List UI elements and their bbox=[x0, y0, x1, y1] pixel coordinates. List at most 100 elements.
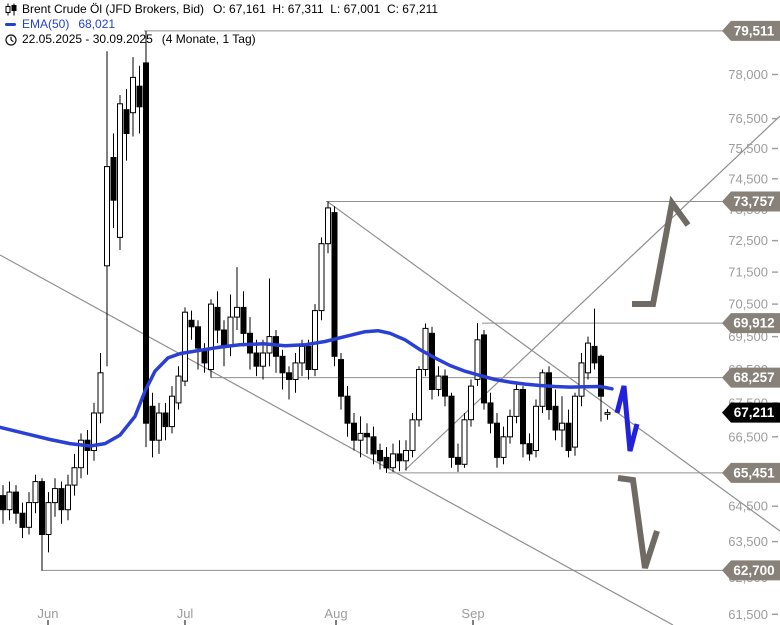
candle-04.06 bbox=[58, 481, 65, 524]
candle-body bbox=[565, 422, 572, 452]
candle-body bbox=[292, 362, 299, 380]
candle-22.08 bbox=[429, 326, 435, 400]
instrument-title: Brent Crude Öl (JFD Brokers, Bid) bbox=[22, 2, 205, 16]
candle-03.06 bbox=[52, 478, 58, 517]
month-label-Aug: Aug bbox=[324, 606, 347, 621]
candle-04.09 bbox=[487, 392, 494, 434]
month-label-Sep: Sep bbox=[461, 606, 484, 621]
price-tick-label: 63,500 bbox=[728, 534, 768, 549]
candle-09.07 bbox=[221, 320, 227, 367]
candle-body bbox=[604, 412, 611, 415]
level-tag-69,912[interactable]: 69,912 bbox=[722, 313, 780, 334]
candle-23.07 bbox=[286, 366, 292, 400]
price-tick-label: 71,500 bbox=[728, 265, 768, 280]
price-tags-layer[interactable]: 79,511 73,757 69,912 68,257 65,451 62,700 67,2… bbox=[722, 20, 780, 581]
candle-body bbox=[338, 359, 344, 397]
candle-24.06 bbox=[149, 392, 156, 458]
price-tag-value: 69,912 bbox=[733, 316, 774, 331]
candle-body bbox=[370, 436, 377, 455]
candle-19.09 bbox=[559, 396, 565, 448]
candle-body bbox=[325, 207, 331, 245]
candle-body bbox=[403, 450, 409, 462]
candle-15.09 bbox=[533, 399, 539, 458]
candle-body bbox=[214, 306, 221, 331]
price-tag-shape bbox=[722, 560, 780, 581]
candle-30.05 bbox=[39, 478, 45, 571]
candles-layer bbox=[0, 30, 611, 571]
candle-body bbox=[539, 372, 546, 407]
candle-11.06 bbox=[91, 402, 97, 461]
month-label-Jun: Jun bbox=[38, 606, 59, 621]
candle-body bbox=[409, 419, 416, 451]
candle-02.06 bbox=[45, 492, 52, 553]
price-tag-value: 65,451 bbox=[733, 465, 775, 480]
candle-07.07 bbox=[208, 299, 214, 378]
date-range-row: 22.05.2025 - 30.09.2025 (4 Monate, 1 Tag… bbox=[4, 32, 438, 47]
candle-body bbox=[390, 453, 396, 469]
blue-forecast-arrow[interactable] bbox=[614, 385, 640, 452]
candle-body bbox=[136, 85, 143, 108]
candle-15.08 bbox=[396, 440, 403, 472]
candle-body bbox=[526, 443, 533, 455]
level-tag-62,700[interactable]: 62,700 bbox=[722, 560, 780, 581]
candle-02.07 bbox=[188, 310, 195, 340]
gray-bearish-scenario-arrow[interactable] bbox=[617, 475, 660, 569]
price-tag-value: 73,757 bbox=[733, 194, 774, 209]
trendline-ascending-support[interactable] bbox=[404, 115, 780, 471]
candle-23.05 bbox=[6, 481, 13, 521]
candle-01.07 bbox=[182, 307, 188, 387]
candle-31.07 bbox=[325, 201, 331, 254]
candle-09.06 bbox=[78, 433, 84, 479]
candle-body bbox=[305, 345, 312, 370]
current-price-tag[interactable]: 67,211 bbox=[722, 402, 780, 423]
candle-body bbox=[572, 395, 578, 448]
candle-22.07 bbox=[279, 349, 286, 390]
candle-body bbox=[208, 303, 214, 371]
candle-08.09 bbox=[500, 426, 507, 465]
forecast-arrows-layer[interactable] bbox=[614, 195, 691, 569]
candle-21.07 bbox=[273, 330, 279, 373]
candle-body bbox=[182, 311, 188, 382]
candle-08.08 bbox=[364, 423, 370, 454]
candle-body bbox=[130, 76, 136, 114]
candle-body bbox=[156, 412, 162, 441]
candle-body bbox=[474, 339, 481, 380]
gray-bullish-scenario-arrow[interactable] bbox=[632, 195, 691, 307]
level-tag-73,757[interactable]: 73,757 bbox=[722, 191, 780, 212]
level-tag-79,511[interactable]: 79,511 bbox=[722, 20, 780, 41]
candle-03.09 bbox=[481, 330, 487, 410]
trendlines-layer[interactable] bbox=[0, 115, 780, 625]
trendline-descending-from-august-high[interactable] bbox=[327, 201, 780, 532]
price-tick-label: 75,500 bbox=[728, 141, 768, 156]
candle-03.07 bbox=[195, 320, 201, 370]
price-tag-shape bbox=[722, 191, 780, 212]
candle-26.08 bbox=[442, 369, 448, 407]
candle-11.07 bbox=[234, 267, 240, 330]
candle-body bbox=[396, 453, 403, 462]
candle-body bbox=[52, 488, 58, 504]
candle-body bbox=[117, 103, 123, 238]
range-duration: (4 Monate, 1 Tag) bbox=[161, 32, 256, 46]
candle-body bbox=[143, 62, 149, 424]
candle-body bbox=[260, 352, 266, 367]
candle-25.06 bbox=[156, 402, 162, 454]
candle-body bbox=[357, 432, 364, 441]
price-tick-label: 78,000 bbox=[728, 67, 768, 82]
candle-27.05 bbox=[19, 502, 26, 539]
level-tag-65,451[interactable]: 65,451 bbox=[722, 462, 780, 483]
month-label-Jul: Jul bbox=[177, 606, 194, 621]
candle-body bbox=[279, 355, 286, 374]
candle-14.07 bbox=[240, 291, 247, 347]
candle-18.08 bbox=[403, 440, 409, 471]
candle-body bbox=[188, 319, 195, 328]
candle-16.06 bbox=[110, 133, 117, 229]
candle-14.08 bbox=[390, 443, 396, 472]
trendline-descending-channel-upper[interactable] bbox=[0, 254, 674, 625]
price-tick-label: 61,500 bbox=[728, 607, 768, 622]
level-tag-68,257[interactable]: 68,257 bbox=[722, 367, 780, 388]
candle-body bbox=[39, 481, 45, 536]
candle-29.07 bbox=[312, 304, 318, 377]
candle-18.09 bbox=[552, 389, 559, 441]
